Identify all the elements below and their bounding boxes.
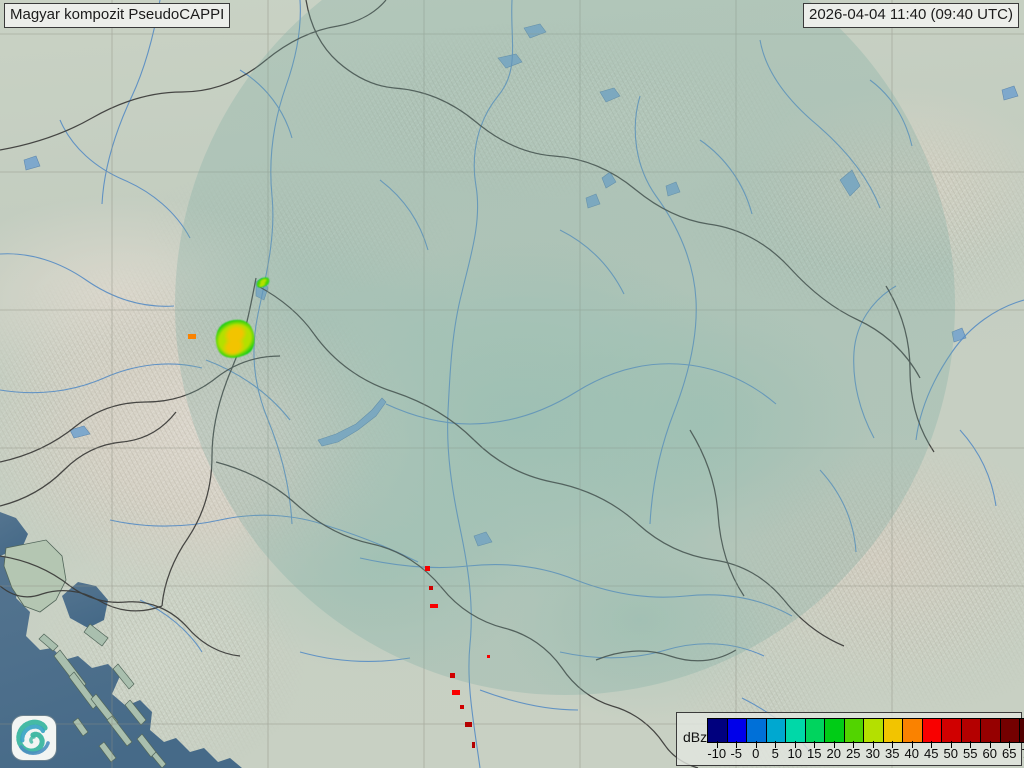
colorbar-tick-label--5: -5 — [730, 746, 743, 761]
colorbar-swatch-5 — [766, 719, 786, 742]
radar-coverage-dome — [175, 0, 955, 695]
colorbar-tick-labels: -10-5 05 10 15 20 25 30 35 40 45 50 55 60 65 70 — [707, 746, 1024, 762]
radar-echo-dark-red-pixel-h — [472, 742, 475, 748]
colorbar-swatch-30 — [864, 719, 884, 742]
radar-echo-orange-pixel-a — [425, 566, 430, 571]
colorbar-swatch--5 — [727, 719, 747, 742]
colorbar-tick-label-65: 65 — [1002, 746, 1017, 761]
colorbar-tick-label-35: 35 — [885, 746, 900, 761]
colorbar-tick-label-10: 10 — [787, 746, 802, 761]
colorbar-swatch-0 — [747, 719, 767, 742]
adriatic-sea — [0, 512, 242, 768]
colorbar-unit-label: dBz — [683, 729, 708, 745]
colorbar-tick — [911, 741, 913, 748]
colorbar-swatch--10 — [708, 719, 728, 742]
colorbar-tick — [892, 741, 894, 748]
colorbar-swatch-35 — [883, 719, 903, 742]
radar-echo-red-pixel-f — [460, 705, 464, 709]
colorbar-tick — [950, 741, 952, 748]
colorbar-tick-label-45: 45 — [924, 746, 939, 761]
dbz-colorbar-legend: dBz -10-5 05 10 15 20 25 30 35 40 45 50 55 60 65 70 — [676, 712, 1024, 766]
colorbar-tick-label-60: 60 — [982, 746, 997, 761]
colorbar-swatch-25 — [844, 719, 864, 742]
colorbar-swatch-45 — [922, 719, 942, 742]
product-title: Magyar kompozit PseudoCAPPI — [4, 3, 231, 28]
met-service-logo[interactable] — [12, 716, 56, 760]
colorbar-tick-label-40: 40 — [904, 746, 919, 761]
colorbar-tick-label-15: 15 — [807, 746, 822, 761]
colorbar-tick — [833, 741, 835, 748]
colorbar-tick-label-5: 5 — [771, 746, 779, 761]
radar-echo-orange-pixel-i — [487, 655, 490, 658]
colorbar-swatch-10 — [786, 719, 806, 742]
colorbar-tick — [794, 741, 796, 748]
colorbar-tick — [736, 741, 738, 748]
country-borders — [0, 0, 935, 768]
colorbar-swatch-15 — [805, 719, 825, 742]
colorbar-tick-label-25: 25 — [846, 746, 861, 761]
colorbar-tick — [872, 741, 874, 748]
colorbar-swatch-60 — [981, 719, 1001, 742]
colorbar-tick-label-55: 55 — [963, 746, 978, 761]
colorbar-tick — [755, 741, 757, 748]
radar-echo-orange-red-pixel-e — [452, 690, 460, 695]
radar-echo-red-pixel-d — [450, 673, 455, 678]
colorbar-tick — [1009, 741, 1011, 748]
colorbar-swatch-40 — [903, 719, 923, 742]
radar-echo-orange-red-pixel-c — [430, 604, 438, 608]
colorbar-swatch-20 — [825, 719, 845, 742]
colorbar-tick-label-0: 0 — [752, 746, 760, 761]
colorbar-swatches — [707, 718, 1024, 743]
colorbar-swatch-70 — [1020, 719, 1024, 742]
colorbar-tick — [970, 741, 972, 748]
radar-echo-main-green-cell-alpine-foreland — [208, 312, 262, 366]
colorbar-tick-label-70: 70 — [1022, 746, 1024, 761]
colorbar-swatch-65 — [1000, 719, 1020, 742]
radar-echo-red-pixel-b — [429, 586, 433, 590]
colorbar-tick — [931, 741, 933, 748]
timestamp-label: 2026-04-04 11:40 (09:40 UTC) — [802, 3, 1019, 28]
colorbar-tick-label-50: 50 — [943, 746, 958, 761]
radar-echo-small-green-cell-north — [254, 275, 272, 290]
colorbar-tick — [814, 741, 816, 748]
radar-echo-yellow-pixel-west — [188, 334, 196, 339]
colorbar-tick — [853, 741, 855, 748]
colorbar-tick — [775, 741, 777, 748]
swirl-icon — [16, 719, 50, 755]
colorbar-tick — [989, 741, 991, 748]
colorbar-tick-label--10: -10 — [707, 746, 727, 761]
colorbar-swatch-55 — [961, 719, 981, 742]
colorbar-tick-label-20: 20 — [826, 746, 841, 761]
colorbar-tick-label-30: 30 — [865, 746, 880, 761]
colorbar-ticks — [707, 741, 1024, 749]
colorbar-swatch-50 — [942, 719, 962, 742]
colorbar-tick — [716, 741, 718, 748]
radar-echo-dark-red-pixel-g — [465, 722, 472, 727]
